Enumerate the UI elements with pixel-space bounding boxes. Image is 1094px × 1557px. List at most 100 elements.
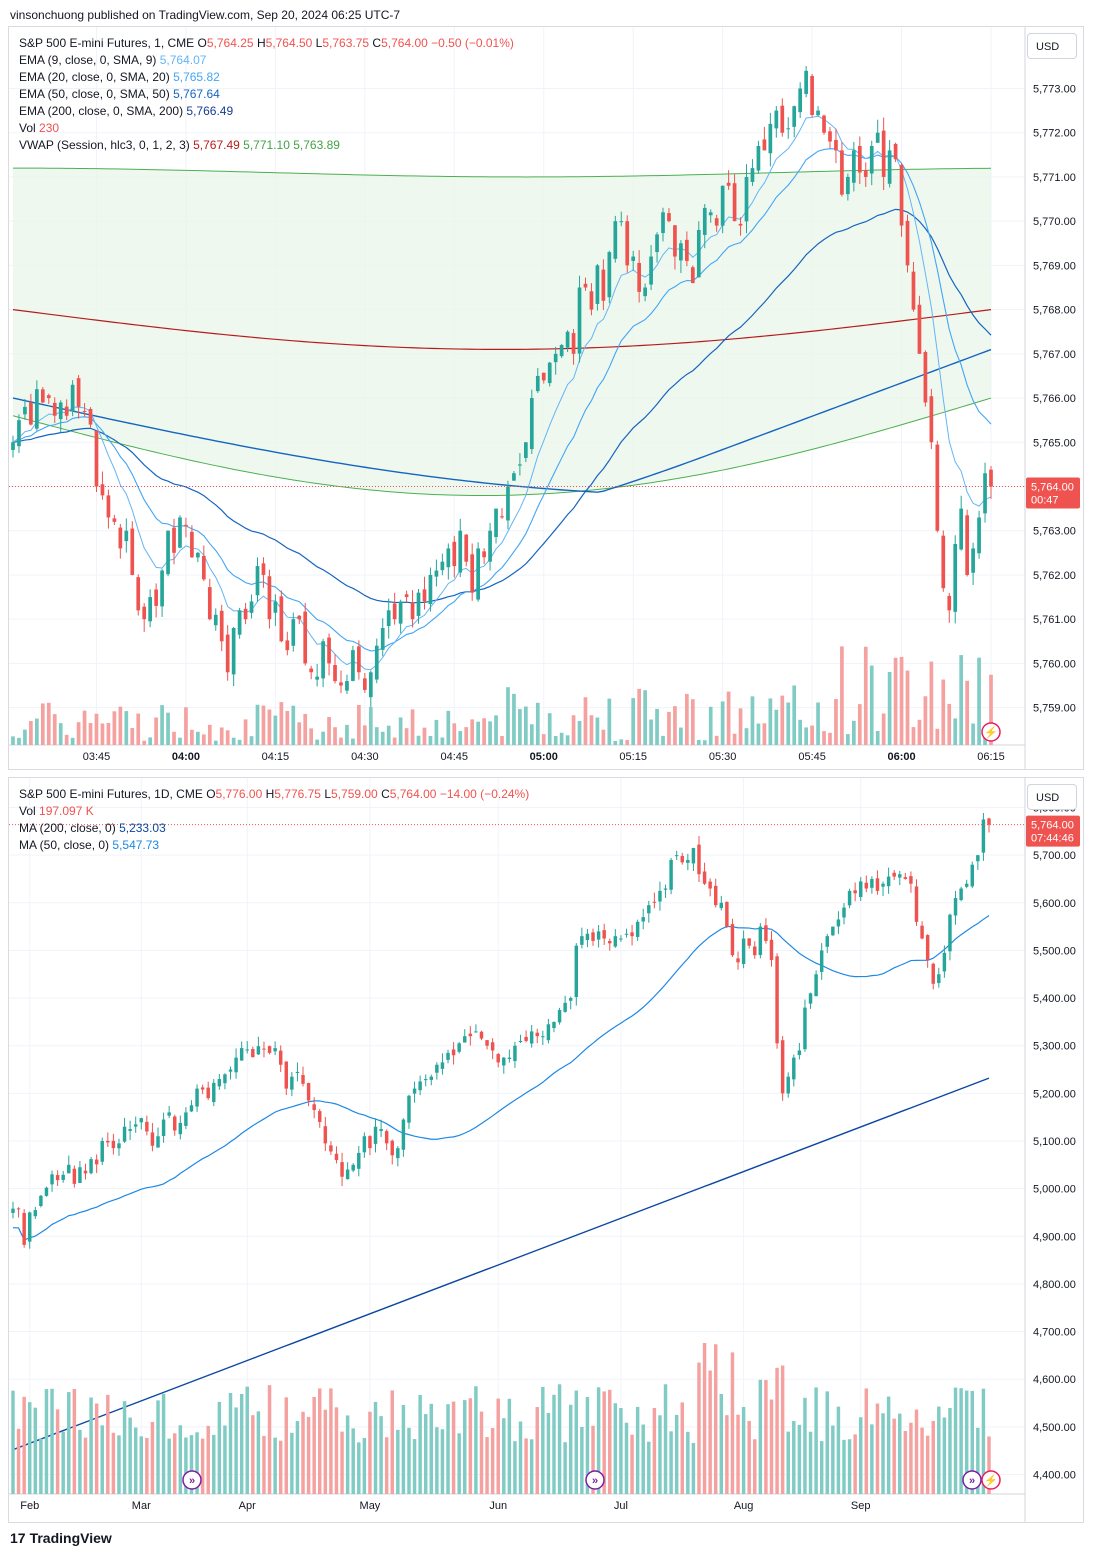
- volume-bar: [273, 715, 278, 745]
- candle-body: [273, 601, 278, 613]
- volume-bar: [315, 739, 319, 745]
- volume-bar: [708, 1370, 712, 1494]
- volume-bar: [213, 740, 218, 745]
- intraday-chart-panel[interactable]: 03:45 04:00 04:15 04:30 04:45 05:00 05:15 05:30…: [8, 26, 1084, 770]
- tradingview-footer[interactable]: 17 TradingView: [10, 1530, 112, 1546]
- candle-body: [696, 230, 701, 278]
- ohlc-h-label: H: [265, 787, 275, 801]
- candle-body: [184, 524, 188, 527]
- volume-bar: [173, 1433, 177, 1494]
- volume-bar: [160, 705, 164, 745]
- y-tick-label: 4,600.00: [1033, 1374, 1076, 1386]
- volume-bar: [128, 1417, 132, 1494]
- vwap-upper-line: [12, 167, 992, 178]
- candle-body: [196, 552, 200, 558]
- candle-body: [574, 945, 579, 997]
- candle-body: [412, 1088, 417, 1094]
- lightning-glyph: ⚡: [984, 1474, 998, 1487]
- candle-body: [50, 1174, 54, 1185]
- volume-bar: [529, 724, 534, 745]
- ema20-row[interactable]: EMA (20, close, 0, SMA, 20) 5,765.82: [19, 69, 514, 86]
- bar-countdown: 00:47: [1031, 495, 1059, 507]
- volume-bar: [362, 725, 367, 745]
- candle-body: [690, 267, 695, 284]
- y-tick-label: 5,000.00: [1033, 1184, 1076, 1196]
- x-tick-label: Jun: [489, 1500, 507, 1512]
- candle-body: [631, 256, 636, 261]
- volume-bar: [106, 1394, 110, 1494]
- volume-bar: [327, 717, 331, 745]
- tradingview-brand: TradingView: [29, 1530, 112, 1546]
- volume-bar: [524, 1438, 528, 1494]
- vol-row[interactable]: Vol 230: [19, 120, 514, 137]
- volume-bar: [553, 735, 558, 745]
- volume-bar: [11, 1390, 15, 1494]
- candle-body: [351, 650, 355, 681]
- candle-body: [136, 577, 141, 611]
- daily-chart-panel[interactable]: FebMarAprMayJunJulAugSep5,800.005,700.00…: [8, 777, 1084, 1523]
- ema200-row[interactable]: EMA (200, close, 0, SMA, 200) 5,766.49: [19, 103, 514, 120]
- volume-bar: [981, 1388, 986, 1494]
- candle-body: [786, 128, 791, 130]
- candle-body: [452, 541, 457, 567]
- candle-body: [482, 551, 486, 558]
- volume-bar: [846, 734, 850, 745]
- volume-bar: [44, 1389, 49, 1494]
- volume-bar: [750, 696, 755, 745]
- ohlc-high: 5,776.75: [274, 787, 321, 801]
- candle-body: [524, 1036, 528, 1041]
- candle-body: [553, 353, 558, 363]
- candle-body: [585, 933, 590, 941]
- candle-body: [278, 1050, 283, 1065]
- candle-body: [318, 1111, 322, 1122]
- candle-body: [764, 925, 768, 941]
- candle-body: [808, 993, 813, 1004]
- daily-chart-canvas[interactable]: FebMarAprMayJunJulAugSep5,800.005,700.00…: [9, 778, 1083, 1522]
- ema9-row[interactable]: EMA (9, close, 0, SMA, 9) 5,764.07: [19, 52, 514, 69]
- candle-body: [596, 931, 601, 940]
- volume-bar: [577, 720, 582, 745]
- candle-body: [301, 1074, 305, 1084]
- currency-button[interactable]: USD: [1027, 784, 1077, 810]
- ma50-row[interactable]: MA (50, close, 0) 5,547.73: [19, 837, 529, 854]
- ma200-row[interactable]: MA (200, close, 0) 5,233.03: [19, 820, 529, 837]
- volume-bar: [713, 1344, 718, 1494]
- volume-bar: [685, 693, 689, 745]
- x-tick-label: 06:00: [887, 751, 915, 763]
- candle-body: [396, 1148, 400, 1159]
- candle-body: [154, 589, 158, 606]
- candle-body: [245, 1049, 249, 1051]
- volume-bar: [201, 734, 206, 745]
- vol-row[interactable]: Vol 197.097 K: [19, 803, 529, 820]
- currency-button[interactable]: USD: [1027, 33, 1077, 59]
- candle-body: [46, 395, 51, 399]
- ema50-row[interactable]: EMA (50, close, 0, SMA, 50) 5,767.64: [19, 86, 514, 103]
- candle-body: [267, 576, 272, 620]
- candle-body: [404, 594, 409, 598]
- volume-bar: [142, 740, 147, 745]
- candle-body: [295, 1071, 300, 1074]
- volume-bar: [875, 1403, 880, 1494]
- daily-legend: S&P 500 E-mini Futures, 1D, CME O5,776.0…: [19, 786, 529, 854]
- candle-body: [373, 1126, 378, 1144]
- candle-body: [219, 610, 224, 642]
- candle-body: [368, 1136, 372, 1149]
- candle-body: [858, 881, 863, 898]
- candle-body: [792, 1057, 796, 1080]
- volume-bar: [485, 1437, 489, 1494]
- volume-bar: [67, 1392, 71, 1494]
- volume-bar: [870, 1424, 874, 1494]
- candle-body: [357, 1152, 361, 1169]
- candle-body: [964, 883, 969, 887]
- candle-body: [285, 640, 290, 651]
- volume-bar: [88, 722, 93, 745]
- ohlc-o-label: O: [206, 787, 216, 801]
- candle-body: [989, 469, 993, 487]
- volume-bar: [931, 1420, 935, 1494]
- intraday-chart-canvas[interactable]: 03:45 04:00 04:15 04:30 04:45 05:00 05:15 05:30…: [9, 27, 1083, 769]
- volume-bar: [863, 646, 868, 745]
- volume-bar: [297, 722, 302, 745]
- candle-body: [624, 933, 629, 935]
- vwap-row[interactable]: VWAP (Session, hlc3, 0, 1, 2, 3) 5,767.4…: [19, 137, 514, 154]
- volume-bar: [808, 1431, 813, 1494]
